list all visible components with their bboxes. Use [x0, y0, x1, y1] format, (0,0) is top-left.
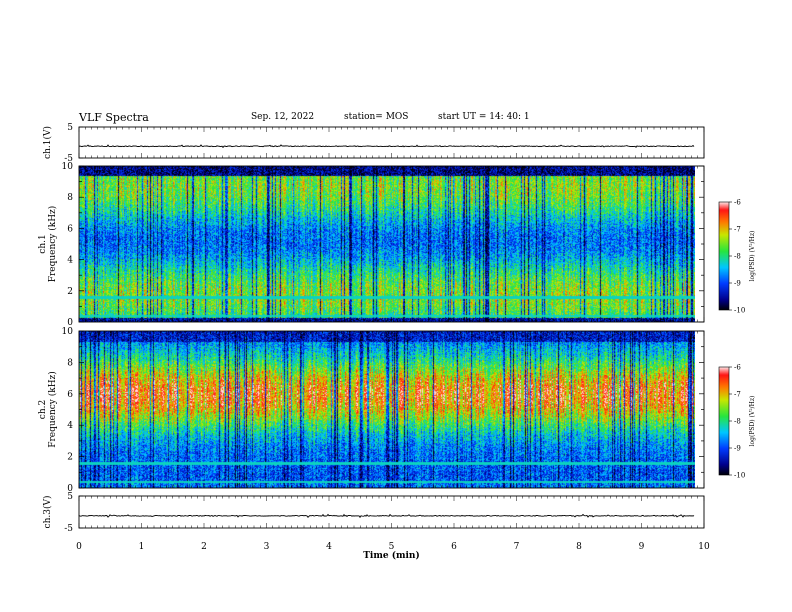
colorbar-label: log(PSD) (V²/Hz)	[749, 231, 756, 282]
y-tick-label: -5	[64, 524, 73, 534]
y-tick-label: 10	[62, 162, 74, 172]
y-tick-label: 6	[67, 224, 73, 234]
colorbar-tick-label: -6	[734, 199, 741, 207]
y-axis-label: ch.2	[38, 400, 48, 419]
station-label: station= MOS	[344, 112, 409, 122]
colorbar-tick-label: -9	[734, 280, 741, 288]
y-tick-label: 6	[67, 390, 73, 400]
x-tick-label: 1	[139, 542, 145, 552]
y-tick-label: 2	[67, 453, 73, 463]
colorbar-tick-label: -9	[734, 445, 741, 453]
x-tick-label: 3	[264, 542, 270, 552]
y-tick-label: 4	[67, 421, 73, 431]
spectrogram-image-ch1	[79, 166, 695, 322]
colorbar-tick-label: -8	[734, 253, 741, 261]
y-tick-label: 10	[62, 327, 74, 337]
y-axis-label: ch.3(V)	[42, 496, 53, 529]
y-tick-label: 8	[67, 193, 73, 203]
y-tick-label: -5	[64, 154, 73, 164]
y-tick-label: 5	[67, 492, 73, 502]
y-tick-label: 2	[67, 287, 73, 297]
date-label: Sep. 12, 2022	[251, 112, 315, 122]
x-tick-label: 2	[201, 542, 207, 552]
x-tick-label: 5	[389, 542, 395, 552]
colorbar-tick-label: -10	[734, 472, 745, 480]
colorbar-tick-label: -7	[734, 226, 741, 234]
y-axis-label: Frequency (kHz)	[47, 206, 58, 283]
y-tick-label: 8	[67, 358, 73, 368]
spectrogram-image-ch2	[79, 331, 695, 488]
colorbar-tick-label: -10	[734, 307, 745, 315]
x-tick-label: 0	[76, 542, 82, 552]
colorbar-gradient	[719, 367, 729, 475]
colorbar-tick-label: -8	[734, 418, 741, 426]
colorbar-label: log(PSD) (V²/Hz)	[749, 396, 756, 447]
colorbar-tick-label: -7	[734, 391, 741, 399]
colorbar-gradient	[719, 202, 729, 310]
x-axis-label: Time (min)	[363, 550, 420, 561]
y-tick-label: 0	[67, 484, 73, 494]
x-tick-label: 10	[698, 542, 710, 552]
y-axis-label: ch.1(V)	[42, 126, 53, 159]
y-axis-label: ch.1	[38, 234, 48, 253]
y-tick-label: 4	[67, 256, 73, 266]
x-tick-label: 6	[451, 542, 457, 552]
waveform-trace-ch3	[78, 513, 695, 519]
x-tick-label: 9	[639, 542, 645, 552]
waveform-trace-ch1	[78, 144, 695, 149]
y-axis-label: Frequency (kHz)	[47, 371, 58, 448]
y-tick-label: 0	[67, 318, 73, 328]
y-tick-label: 5	[67, 123, 73, 133]
x-tick-label: 4	[326, 542, 332, 552]
figure-title: VLF Spectra	[79, 111, 149, 124]
colorbar-tick-label: -6	[734, 364, 741, 372]
start-time-label: start UT = 14: 40: 1	[438, 112, 530, 122]
x-tick-label: 8	[576, 542, 582, 552]
x-tick-label: 7	[514, 542, 520, 552]
